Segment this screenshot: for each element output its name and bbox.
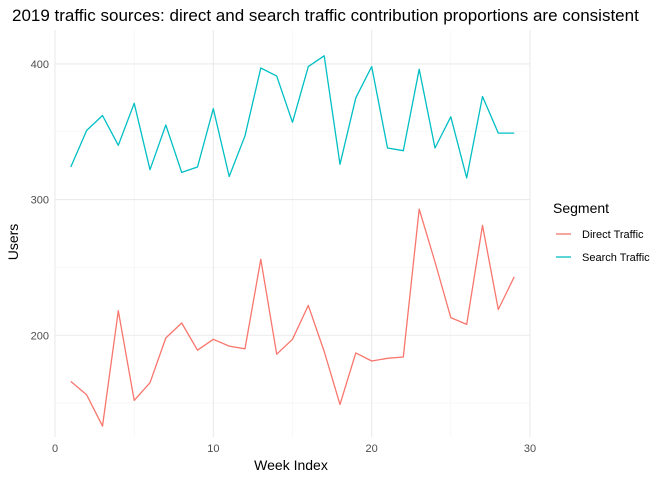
legend-label-search-traffic: Search Traffic (582, 252, 650, 264)
data-point-direct-traffic (386, 357, 389, 360)
data-point-direct-traffic (275, 353, 278, 356)
data-point-search-traffic (402, 149, 405, 152)
y-axis-label: Users (5, 224, 21, 261)
data-point-direct-traffic (244, 347, 247, 350)
data-point-direct-traffic (354, 351, 357, 354)
data-point-direct-traffic (164, 336, 167, 339)
data-point-direct-traffic (101, 425, 104, 428)
data-point-direct-traffic (291, 338, 294, 341)
data-point-search-traffic (244, 134, 247, 137)
x-tick-label: 20 (366, 443, 378, 455)
legend-title: Segment (553, 200, 609, 216)
data-point-search-traffic (465, 176, 468, 179)
data-point-search-traffic (449, 115, 452, 118)
data-point-search-traffic (259, 66, 262, 69)
x-tick-label: 0 (52, 443, 58, 455)
legend-label-direct-traffic: Direct Traffic (582, 229, 644, 241)
data-point-search-traffic (117, 144, 120, 147)
data-point-search-traffic (497, 132, 500, 135)
data-point-search-traffic (275, 75, 278, 78)
data-point-search-traffic (164, 123, 167, 126)
data-point-search-traffic (370, 65, 373, 68)
data-point-direct-traffic (323, 350, 326, 353)
data-point-search-traffic (149, 168, 152, 171)
data-point-direct-traffic (513, 275, 516, 278)
data-point-direct-traffic (497, 308, 500, 311)
data-point-search-traffic (481, 95, 484, 98)
data-point-search-traffic (513, 132, 516, 135)
y-tick-label: 300 (31, 195, 49, 207)
data-point-search-traffic (101, 114, 104, 117)
data-point-direct-traffic (465, 323, 468, 326)
chart-title: 2019 traffic sources: direct and search … (12, 6, 639, 25)
data-point-search-traffic (339, 163, 342, 166)
y-tick-label: 400 (31, 59, 49, 71)
data-point-search-traffic (85, 129, 88, 132)
data-point-search-traffic (434, 147, 437, 150)
data-point-direct-traffic (259, 258, 262, 261)
data-point-search-traffic (418, 68, 421, 71)
series-line-search-traffic (70, 55, 515, 179)
data-point-search-traffic (180, 171, 183, 174)
data-point-search-traffic (291, 121, 294, 124)
data-point-search-traffic (323, 54, 326, 57)
data-point-direct-traffic (434, 260, 437, 263)
data-point-search-traffic (196, 166, 199, 169)
data-point-direct-traffic (307, 304, 310, 307)
data-point-direct-traffic (370, 360, 373, 363)
data-point-direct-traffic (149, 381, 152, 384)
data-point-search-traffic (212, 107, 215, 110)
x-tick-label: 10 (207, 443, 219, 455)
data-point-direct-traffic (449, 316, 452, 319)
data-point-direct-traffic (85, 393, 88, 396)
x-tick-label: 30 (524, 443, 536, 455)
data-point-direct-traffic (418, 208, 421, 211)
x-axis-label: Week Index (254, 457, 328, 473)
legend: Segment Direct Traffic Search Traffic (553, 200, 650, 264)
data-point-search-traffic (354, 96, 357, 99)
data-point-search-traffic (69, 166, 72, 169)
y-tick-label: 200 (31, 330, 49, 342)
data-point-direct-traffic (133, 399, 136, 402)
plot-panel: 0 10 20 30 200 300 400 (31, 30, 536, 455)
data-point-direct-traffic (402, 355, 405, 358)
data-point-direct-traffic (339, 403, 342, 406)
data-point-search-traffic (386, 147, 389, 150)
data-point-direct-traffic (117, 309, 120, 312)
data-point-direct-traffic (228, 345, 231, 348)
data-point-direct-traffic (180, 322, 183, 325)
series-line-direct-traffic (70, 208, 515, 427)
data-point-direct-traffic (196, 349, 199, 352)
data-point-direct-traffic (481, 224, 484, 227)
data-point-search-traffic (133, 102, 136, 105)
data-point-direct-traffic (69, 380, 72, 383)
data-point-search-traffic (228, 175, 231, 178)
data-point-direct-traffic (212, 338, 215, 341)
data-point-search-traffic (307, 65, 310, 68)
